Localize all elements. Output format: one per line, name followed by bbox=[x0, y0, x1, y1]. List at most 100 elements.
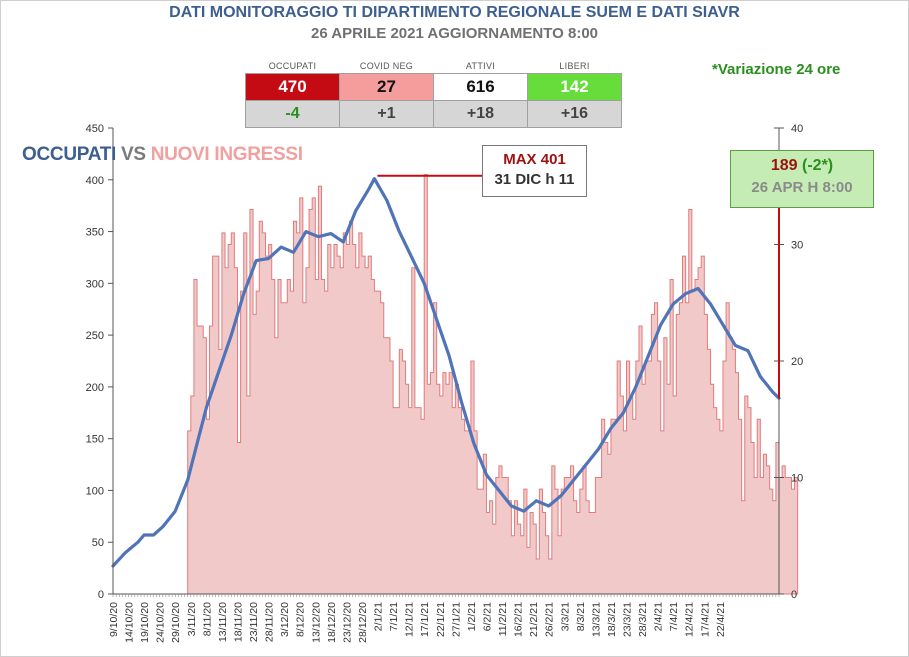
occupati-point bbox=[292, 251, 295, 254]
occupati-point bbox=[143, 534, 145, 536]
y-left-tick-label: 0 bbox=[98, 589, 104, 601]
occupati-point bbox=[174, 510, 177, 512]
x-tick-label: 9/10/20 bbox=[108, 602, 120, 637]
occupati-point bbox=[697, 287, 699, 290]
occupati-point bbox=[560, 494, 562, 497]
occupati-point bbox=[354, 210, 357, 212]
occupati-point bbox=[510, 505, 513, 507]
occupati-point bbox=[386, 199, 388, 202]
x-tick-label: 2/4/21 bbox=[653, 602, 665, 631]
occupati-point bbox=[330, 232, 332, 235]
occupati-point bbox=[622, 411, 625, 414]
stat-label-covid-neg: COVID NEG bbox=[359, 60, 414, 71]
x-tick-label: 22/4/21 bbox=[715, 602, 727, 637]
occupati-point bbox=[410, 256, 413, 259]
stat-value-liberi: 142 bbox=[527, 73, 622, 101]
y-left-tick-label: 300 bbox=[86, 278, 104, 290]
occupati-point bbox=[635, 386, 637, 388]
x-tick-label: 6/2/21 bbox=[481, 602, 493, 631]
x-tick-label: 7/1/21 bbox=[388, 602, 400, 631]
y-right-tick-label: 0 bbox=[791, 589, 797, 601]
y-left-tick-label: 100 bbox=[86, 485, 104, 497]
chart-legend: OCCUPATI VS NUOVI INGRESSI bbox=[22, 144, 303, 166]
x-tick-label: 24/10/20 bbox=[155, 602, 167, 643]
x-tick-label: 26/2/21 bbox=[544, 602, 556, 637]
y-left-tick-label: 50 bbox=[92, 537, 104, 549]
occupati-point bbox=[205, 406, 208, 409]
x-tick-label: 14/10/20 bbox=[124, 602, 136, 643]
x-tick-label: 27/1/21 bbox=[450, 602, 462, 637]
occupati-series bbox=[111, 177, 781, 568]
x-tick-label: 19/10/20 bbox=[139, 602, 151, 643]
x-tick-label: 13/3/21 bbox=[590, 602, 602, 637]
occupati-point bbox=[659, 323, 662, 326]
x-tick-label: 17/4/21 bbox=[699, 602, 711, 637]
occupati-point bbox=[572, 479, 575, 481]
x-tick-label: 1/2/21 bbox=[466, 602, 478, 631]
max-date-label: 31 DIC h 11 bbox=[494, 171, 575, 188]
stat-value-covid-neg: 27 bbox=[339, 73, 434, 101]
occupati-point bbox=[255, 259, 257, 262]
x-tick-label: 8/12/20 bbox=[295, 602, 307, 637]
y-right-tick-label: 10 bbox=[791, 473, 803, 485]
occupati-point bbox=[435, 318, 438, 321]
occupati-point bbox=[242, 292, 245, 295]
stat-label-attivi: ATTIVI bbox=[465, 60, 496, 71]
occupati-point bbox=[230, 334, 233, 336]
x-tick-label: 17/1/21 bbox=[419, 602, 431, 637]
occupati-point bbox=[161, 525, 164, 528]
x-tick-label: 28/11/20 bbox=[264, 602, 276, 642]
occupati-point bbox=[734, 344, 737, 347]
x-tick-label: 23/12/20 bbox=[341, 602, 353, 643]
occupati-point bbox=[448, 355, 450, 357]
max-value-label: MAX 401 bbox=[503, 151, 566, 168]
nuovi-ingressi-series bbox=[187, 174, 799, 595]
occupati-point bbox=[523, 510, 525, 512]
x-tick-label: 3/3/21 bbox=[559, 602, 571, 631]
occupati-point bbox=[647, 355, 650, 357]
occupati-point bbox=[196, 443, 198, 445]
x-tick-label: 2/1/21 bbox=[373, 602, 385, 631]
variation-note: *Variazione 24 ore bbox=[712, 61, 841, 78]
x-tick-label: 3/12/20 bbox=[279, 602, 291, 637]
stat-delta-covid-neg: +1 bbox=[339, 100, 434, 128]
occupati-point bbox=[367, 189, 369, 191]
legend-occupati: OCCUPATI bbox=[22, 144, 117, 165]
occupati-point bbox=[498, 489, 500, 492]
chart-annotations bbox=[377, 174, 780, 399]
x-tick-label: 18/3/21 bbox=[606, 602, 618, 637]
occupati-point bbox=[398, 230, 401, 233]
occupati-point bbox=[535, 500, 538, 502]
occupati-point bbox=[460, 401, 463, 404]
occupati-point bbox=[305, 230, 307, 233]
y-left-tick-label: 250 bbox=[86, 330, 104, 342]
x-tick-label: 23/3/21 bbox=[622, 602, 634, 637]
nuovi-ingressi-area bbox=[187, 174, 799, 595]
occupati-point bbox=[280, 246, 282, 248]
current-delta-label: (-2*) bbox=[802, 157, 834, 174]
occupati-point bbox=[423, 282, 426, 285]
occupati-point bbox=[485, 474, 488, 476]
x-tick-label: 28/12/20 bbox=[357, 602, 369, 643]
occupati-point bbox=[317, 235, 320, 238]
occupati-point bbox=[186, 479, 189, 481]
occupati-point bbox=[547, 505, 550, 507]
max-annotation-box: MAX 401 31 DIC h 11 bbox=[482, 145, 587, 197]
chart-title: DATI MONITORAGGIO TI DIPARTIMENTO REGION… bbox=[169, 4, 740, 21]
current-date-label: 26 APR H 8:00 bbox=[751, 179, 853, 196]
stat-value-attivi: 616 bbox=[433, 73, 528, 101]
y-left-tick-label: 350 bbox=[86, 227, 104, 239]
occupati-point bbox=[585, 463, 587, 466]
occupati-point bbox=[342, 241, 345, 243]
y-left-tick-label: 400 bbox=[86, 175, 104, 187]
occupati-point bbox=[124, 551, 127, 554]
x-tick-label: 29/10/20 bbox=[170, 602, 182, 643]
occupati-point bbox=[137, 541, 139, 544]
occupati-point bbox=[722, 323, 724, 326]
occupati-point bbox=[218, 370, 220, 373]
current-value-box: 189 (-2*) 26 APR H 8:00 bbox=[730, 150, 874, 208]
x-tick-label: 7/4/21 bbox=[668, 602, 680, 631]
y-right-tick-label: 20 bbox=[791, 356, 803, 368]
x-tick-label: 3/11/20 bbox=[186, 602, 198, 636]
x-tick-label: 21/2/21 bbox=[528, 602, 540, 637]
